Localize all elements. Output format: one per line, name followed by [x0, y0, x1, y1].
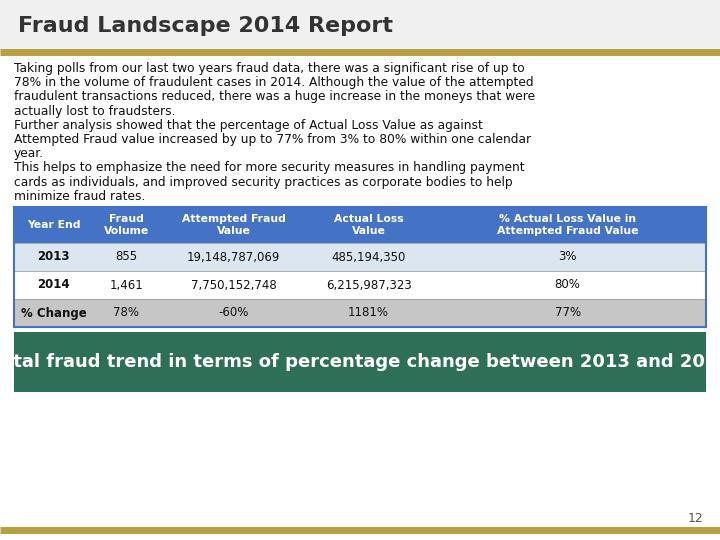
Text: This helps to emphasize the need for more security measures in handling payment: This helps to emphasize the need for mor… — [14, 161, 525, 174]
Text: % Change: % Change — [21, 307, 86, 320]
Text: -60%: -60% — [219, 307, 249, 320]
Text: 2014: 2014 — [37, 279, 70, 292]
Text: 1,461: 1,461 — [109, 279, 143, 292]
Text: 78% in the volume of fraudulent cases in 2014. Although the value of the attempt: 78% in the volume of fraudulent cases in… — [14, 76, 534, 89]
Text: Attempted Fraud
Value: Attempted Fraud Value — [181, 214, 286, 236]
Text: 1181%: 1181% — [348, 307, 389, 320]
Text: 7,750,152,748: 7,750,152,748 — [191, 279, 276, 292]
Bar — [14, 207, 706, 243]
Text: 19,148,787,069: 19,148,787,069 — [187, 251, 280, 264]
Text: 2013: 2013 — [37, 251, 70, 264]
Text: % Actual Loss Value in
Attempted Fraud Value: % Actual Loss Value in Attempted Fraud V… — [497, 214, 639, 236]
Text: Total fraud trend in terms of percentage change between 2013 and 2014: Total fraud trend in terms of percentage… — [0, 353, 720, 371]
Text: fraudulent transactions reduced, there was a huge increase in the moneys that we: fraudulent transactions reduced, there w… — [14, 90, 535, 103]
Bar — [14, 207, 706, 327]
Text: 6,215,987,323: 6,215,987,323 — [325, 279, 412, 292]
Bar — [14, 271, 706, 299]
Text: Taking polls from our last two years fraud data, there was a significant rise of: Taking polls from our last two years fra… — [14, 62, 525, 75]
Text: 485,194,350: 485,194,350 — [331, 251, 406, 264]
Text: Fraud Landscape 2014 Report: Fraud Landscape 2014 Report — [18, 16, 393, 36]
Text: minimize fraud rates.: minimize fraud rates. — [14, 190, 145, 203]
Text: year.: year. — [14, 147, 44, 160]
Text: cards as individuals, and improved security practices as corporate bodies to hel: cards as individuals, and improved secur… — [14, 176, 513, 188]
Bar — [14, 299, 706, 327]
Text: Year End: Year End — [27, 220, 81, 230]
Text: actually lost to fraudsters.: actually lost to fraudsters. — [14, 105, 176, 118]
Text: Further analysis showed that the percentage of Actual Loss Value as against: Further analysis showed that the percent… — [14, 119, 483, 132]
Text: 3%: 3% — [558, 251, 577, 264]
Bar — [0, 0, 720, 52]
Text: Fraud
Volume: Fraud Volume — [104, 214, 149, 236]
Text: 77%: 77% — [554, 307, 580, 320]
Bar — [14, 332, 706, 392]
Text: 78%: 78% — [114, 307, 140, 320]
Text: 855: 855 — [115, 251, 138, 264]
Bar — [14, 243, 706, 271]
Text: Attempted Fraud value increased by up to 77% from 3% to 80% within one calendar: Attempted Fraud value increased by up to… — [14, 133, 531, 146]
Text: 80%: 80% — [554, 279, 580, 292]
Text: 12: 12 — [688, 512, 703, 525]
Text: Actual Loss
Value: Actual Loss Value — [334, 214, 403, 236]
